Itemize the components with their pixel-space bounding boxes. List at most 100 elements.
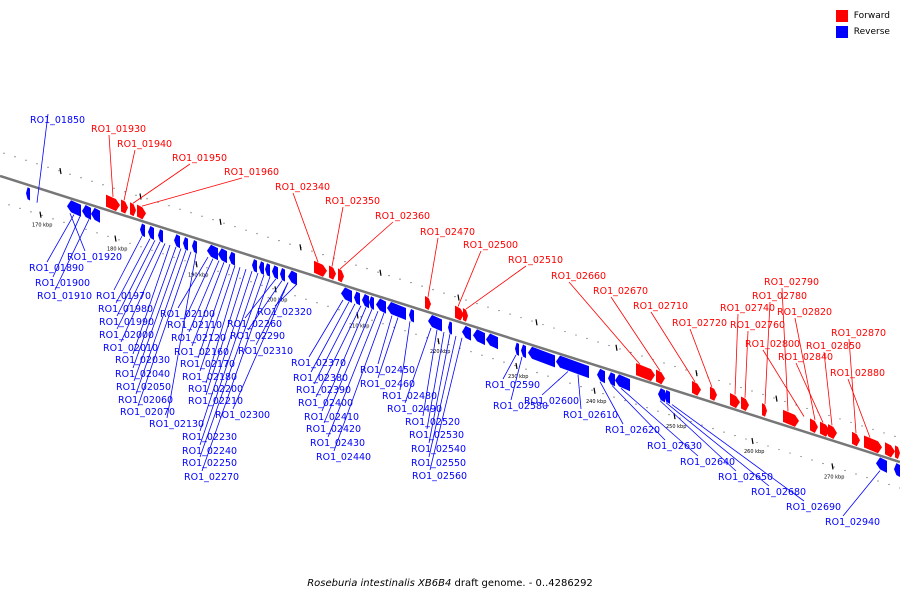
label-connector <box>199 265 236 372</box>
track-dot <box>888 483 890 486</box>
label-connector <box>232 282 289 410</box>
reverse-gene <box>528 346 555 368</box>
label-connector <box>744 330 749 398</box>
track-dot <box>586 337 588 340</box>
reverse-gene <box>658 388 665 403</box>
gene-label: RO1_02650 <box>718 472 773 483</box>
gene-label: RO1_02620 <box>605 425 660 436</box>
track-dot <box>855 473 857 475</box>
gene-label: RO1_02340 <box>275 182 330 193</box>
label-connector <box>199 272 259 446</box>
label-connector <box>541 371 569 396</box>
gene-label: RO1_02030 <box>115 355 170 366</box>
label-connector <box>46 214 75 263</box>
legend-reverse: Reverse <box>835 24 890 40</box>
gene-label: RO1_02170 <box>180 359 235 370</box>
gene-label: RO1_02470 <box>420 227 475 238</box>
track-dot <box>36 163 38 165</box>
scale-label: 270 kbp <box>824 474 844 480</box>
track-dot <box>107 235 109 237</box>
track-dot <box>564 330 566 333</box>
label-connector <box>764 301 771 405</box>
track-dot <box>124 191 126 193</box>
track-dot <box>41 214 43 216</box>
label-connector <box>422 329 438 417</box>
gene-label: RO1_01940 <box>117 139 172 150</box>
track-dot <box>806 407 808 410</box>
gene-label: RO1_02360 <box>375 211 430 222</box>
gene-label: RO1_02430 <box>310 438 365 449</box>
major-ticks <box>39 167 834 470</box>
track-dot <box>344 261 346 263</box>
label-connector <box>665 402 770 487</box>
gene-label: RO1_02100 <box>160 309 215 320</box>
outer-tick <box>59 167 62 175</box>
track-dot <box>674 365 676 368</box>
track-dot <box>190 212 192 214</box>
forward-gene <box>895 445 900 459</box>
label-connector <box>52 216 81 278</box>
gene-label: RO1_02780 <box>752 291 807 302</box>
track-dot <box>305 298 307 300</box>
track-dot <box>102 184 104 186</box>
track-dot <box>509 313 511 315</box>
label-connector <box>502 354 517 380</box>
reverse-gene <box>192 240 197 254</box>
gene-label: RO1_02500 <box>463 240 518 251</box>
scale-label: 170 kbp <box>32 223 52 229</box>
forward-gene <box>828 424 837 439</box>
track-dot <box>547 375 549 377</box>
gene-label: RO1_02540 <box>411 444 466 455</box>
outer-tick <box>775 395 778 402</box>
track-dot <box>360 316 362 318</box>
track-dot <box>514 365 516 367</box>
label-connector <box>116 240 156 317</box>
forward-gene <box>762 403 767 417</box>
reverse-gene <box>369 296 374 310</box>
gene-label: RO1_02670 <box>593 286 648 297</box>
label-connector <box>426 332 445 430</box>
track-dot <box>789 452 791 454</box>
gene-label: RO1_02460 <box>360 379 415 390</box>
gene-label: RO1_02010 <box>103 343 158 354</box>
track-dot <box>498 309 500 312</box>
caption-suffix: draft genome. - 0..4286292 <box>454 578 593 589</box>
gene-label: RO1_01850 <box>30 115 85 126</box>
gene-label: RO1_02290 <box>230 331 285 342</box>
scale-tick <box>39 211 42 218</box>
label-connector <box>132 244 171 355</box>
scale-tick <box>831 463 834 470</box>
label-connector <box>54 219 90 291</box>
reverse-gene <box>608 372 615 387</box>
reverse-gene <box>362 294 369 309</box>
gene-label: RO1_02850 <box>806 341 861 352</box>
track-dot <box>289 243 291 245</box>
outer-tick <box>219 218 222 226</box>
reverse-gene <box>521 344 526 359</box>
track-dot <box>355 264 357 266</box>
outer-tick <box>299 244 302 251</box>
genome-backbone <box>0 174 900 464</box>
figure-caption: Roseburia intestinalis XB6B4 draft genom… <box>0 578 900 589</box>
label-connector <box>650 311 696 383</box>
reverse-gene <box>229 251 235 266</box>
track-dot <box>503 361 505 363</box>
reverse-gene <box>462 325 471 341</box>
label-connector <box>611 385 666 441</box>
track-dot <box>250 281 252 283</box>
track-dot <box>118 239 120 241</box>
reverse-gene <box>272 265 278 280</box>
legend: Forward Reverse <box>835 8 890 40</box>
scale-label: 240 kbp <box>586 399 606 405</box>
gene-label: RO1_02550 <box>411 458 466 469</box>
track-dot <box>245 229 247 231</box>
track-dot <box>525 368 527 370</box>
track-dot <box>19 207 21 209</box>
label-connector <box>177 256 209 309</box>
label-connector <box>247 280 283 331</box>
forward-gene <box>864 435 882 454</box>
label-connector <box>199 270 253 432</box>
forward-gene <box>692 380 701 396</box>
reverse-gene <box>140 223 145 238</box>
